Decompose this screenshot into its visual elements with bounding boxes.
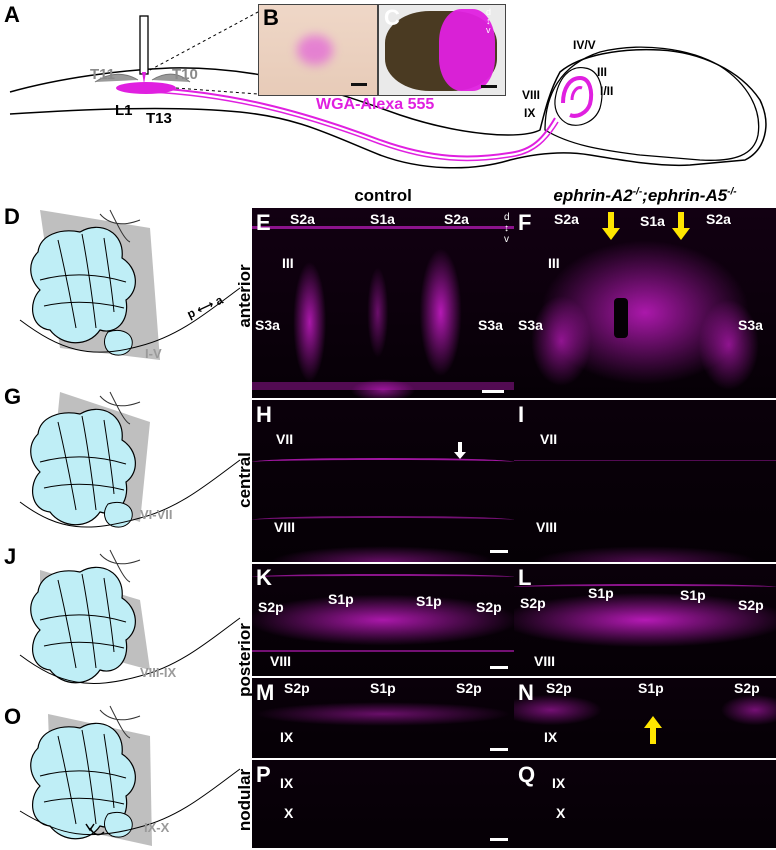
panel-label-h: H: [256, 402, 272, 427]
panel-label-b: B: [263, 5, 279, 30]
n-arrow-up-icon: [644, 716, 662, 744]
f-label-s3a-left: S3a: [518, 317, 543, 333]
k-label-s2p-left: S2p: [258, 599, 284, 615]
spinal-cord-brain-schematic: [9, 11, 767, 169]
column-title-control: control: [354, 186, 412, 205]
l-label-viii: VIII: [534, 653, 556, 669]
vertebra-t10: T10: [172, 66, 198, 83]
e-label-s2a-left: S2a: [290, 211, 315, 227]
h-label-viii: VIII: [274, 519, 296, 535]
lobule-iii: III: [597, 65, 608, 79]
n-label-s1p: S1p: [638, 680, 664, 696]
lobule-viii: VIII: [522, 88, 541, 102]
lobule-i-ii: I/II: [600, 84, 614, 98]
panel-n-image: [514, 678, 776, 758]
panel-i-image: [514, 400, 776, 562]
m-label-s1p: S1p: [370, 680, 396, 696]
i-label-vii: VII: [540, 431, 558, 447]
vertebra-t11: T11: [90, 66, 116, 83]
panel-h-image: [252, 400, 514, 562]
f-label-s1a: S1a: [640, 213, 665, 229]
panel-k-image: [252, 564, 514, 676]
q-label-ix: IX: [552, 775, 566, 791]
panel-label-e: E: [256, 210, 271, 235]
schematic-g: [19, 391, 241, 528]
e-label-iii: III: [282, 255, 294, 271]
panel-f-image: [514, 208, 776, 398]
schematic-lobe-o: IX-X: [144, 820, 170, 835]
p-label-x: X: [284, 805, 294, 821]
panel-label-a: A: [4, 2, 20, 27]
l-label-s2p-left: S2p: [520, 595, 546, 611]
vertebra-t13: T13: [146, 110, 172, 127]
panel-label-l: L: [518, 565, 532, 590]
k-label-s2p-right: S2p: [476, 599, 502, 615]
panel-label-d: D: [4, 204, 20, 229]
panel-label-o: O: [4, 704, 22, 729]
f-label-s2a-right: S2a: [706, 211, 731, 227]
mutant-a5: ;ephrin-A5: [642, 186, 728, 205]
mutant-a5-sup: -/-: [727, 186, 737, 198]
n-label-ix: IX: [544, 729, 558, 745]
e-label-s3a-left: S3a: [255, 317, 280, 333]
f-arrow-right-icon: [672, 212, 690, 240]
panel-c-axis: d ↕ v: [486, 7, 492, 35]
h-label-vii: VII: [276, 431, 294, 447]
panel-p-image: [252, 760, 514, 848]
schematic-j: [19, 549, 241, 684]
panel-e-image: [252, 208, 514, 398]
vertebra-l1: L1: [115, 102, 133, 119]
e-axis: d ↕ v: [504, 212, 510, 245]
tracer-label: WGA-Alexa 555: [316, 96, 435, 113]
m-label-ix: IX: [280, 729, 294, 745]
k-label-s1p-right: S1p: [416, 593, 442, 609]
panel-label-c: C: [384, 5, 400, 30]
schematic-o: [19, 705, 241, 846]
q-label-x: X: [556, 805, 566, 821]
panel-label-f: F: [518, 210, 532, 235]
panel-m-image: [252, 678, 514, 758]
p-label-ix: IX: [280, 775, 294, 791]
column-title-mutant: ephrin-A2-/-;ephrin-A5-/-: [514, 186, 776, 206]
k-label-viii: VIII: [270, 653, 292, 669]
panel-label-p: P: [256, 762, 271, 787]
i-label-viii: VIII: [536, 519, 558, 535]
panel-label-i: I: [518, 402, 525, 427]
f-label-iii: III: [548, 255, 560, 271]
m-label-s2p-right: S2p: [456, 680, 482, 696]
panel-label-k: K: [256, 565, 272, 590]
e-label-s3a-right: S3a: [478, 317, 503, 333]
panel-q-image: [514, 760, 776, 848]
l-label-s2p-right: S2p: [738, 597, 764, 613]
panel-c-cord-section: [378, 4, 506, 96]
panel-label-n: N: [518, 680, 534, 705]
e-label-s1a: S1a: [370, 211, 395, 227]
panel-b-photo: [258, 4, 378, 96]
m-label-s2p-left: S2p: [284, 680, 310, 696]
panel-label-q: Q: [518, 762, 536, 787]
n-label-s2p-left: S2p: [546, 680, 572, 696]
schematic-lobe-j: VIII-IX: [140, 665, 177, 680]
e-label-s2a-right: S2a: [444, 211, 469, 227]
n-label-s2p-right: S2p: [734, 680, 760, 696]
panel-l-image: [514, 564, 776, 676]
l-label-s1p-right: S1p: [680, 587, 706, 603]
panel-label-m: M: [256, 680, 275, 705]
cerebellum-icon: [554, 67, 603, 126]
lobule-ix: IX: [524, 106, 536, 120]
f-arrow-left-icon: [602, 212, 620, 240]
schematic-lobe-d: I-V: [145, 346, 162, 361]
mutant-a2-sup: -/-: [632, 186, 643, 198]
panel-label-g: G: [4, 384, 22, 409]
panel-label-j: J: [4, 544, 17, 569]
f-label-s2a-left: S2a: [554, 211, 579, 227]
schematic-d: [19, 209, 241, 360]
mutant-a2: ephrin-A2: [553, 186, 633, 205]
l-label-s1p-left: S1p: [588, 585, 614, 601]
schematic-lobe-g: VI-VII: [140, 507, 173, 522]
f-label-s3a-right: S3a: [738, 317, 763, 333]
lobule-iv-v: IV/V: [573, 38, 596, 52]
k-label-s1p-left: S1p: [328, 591, 354, 607]
h-arrow-icon: [454, 442, 466, 459]
